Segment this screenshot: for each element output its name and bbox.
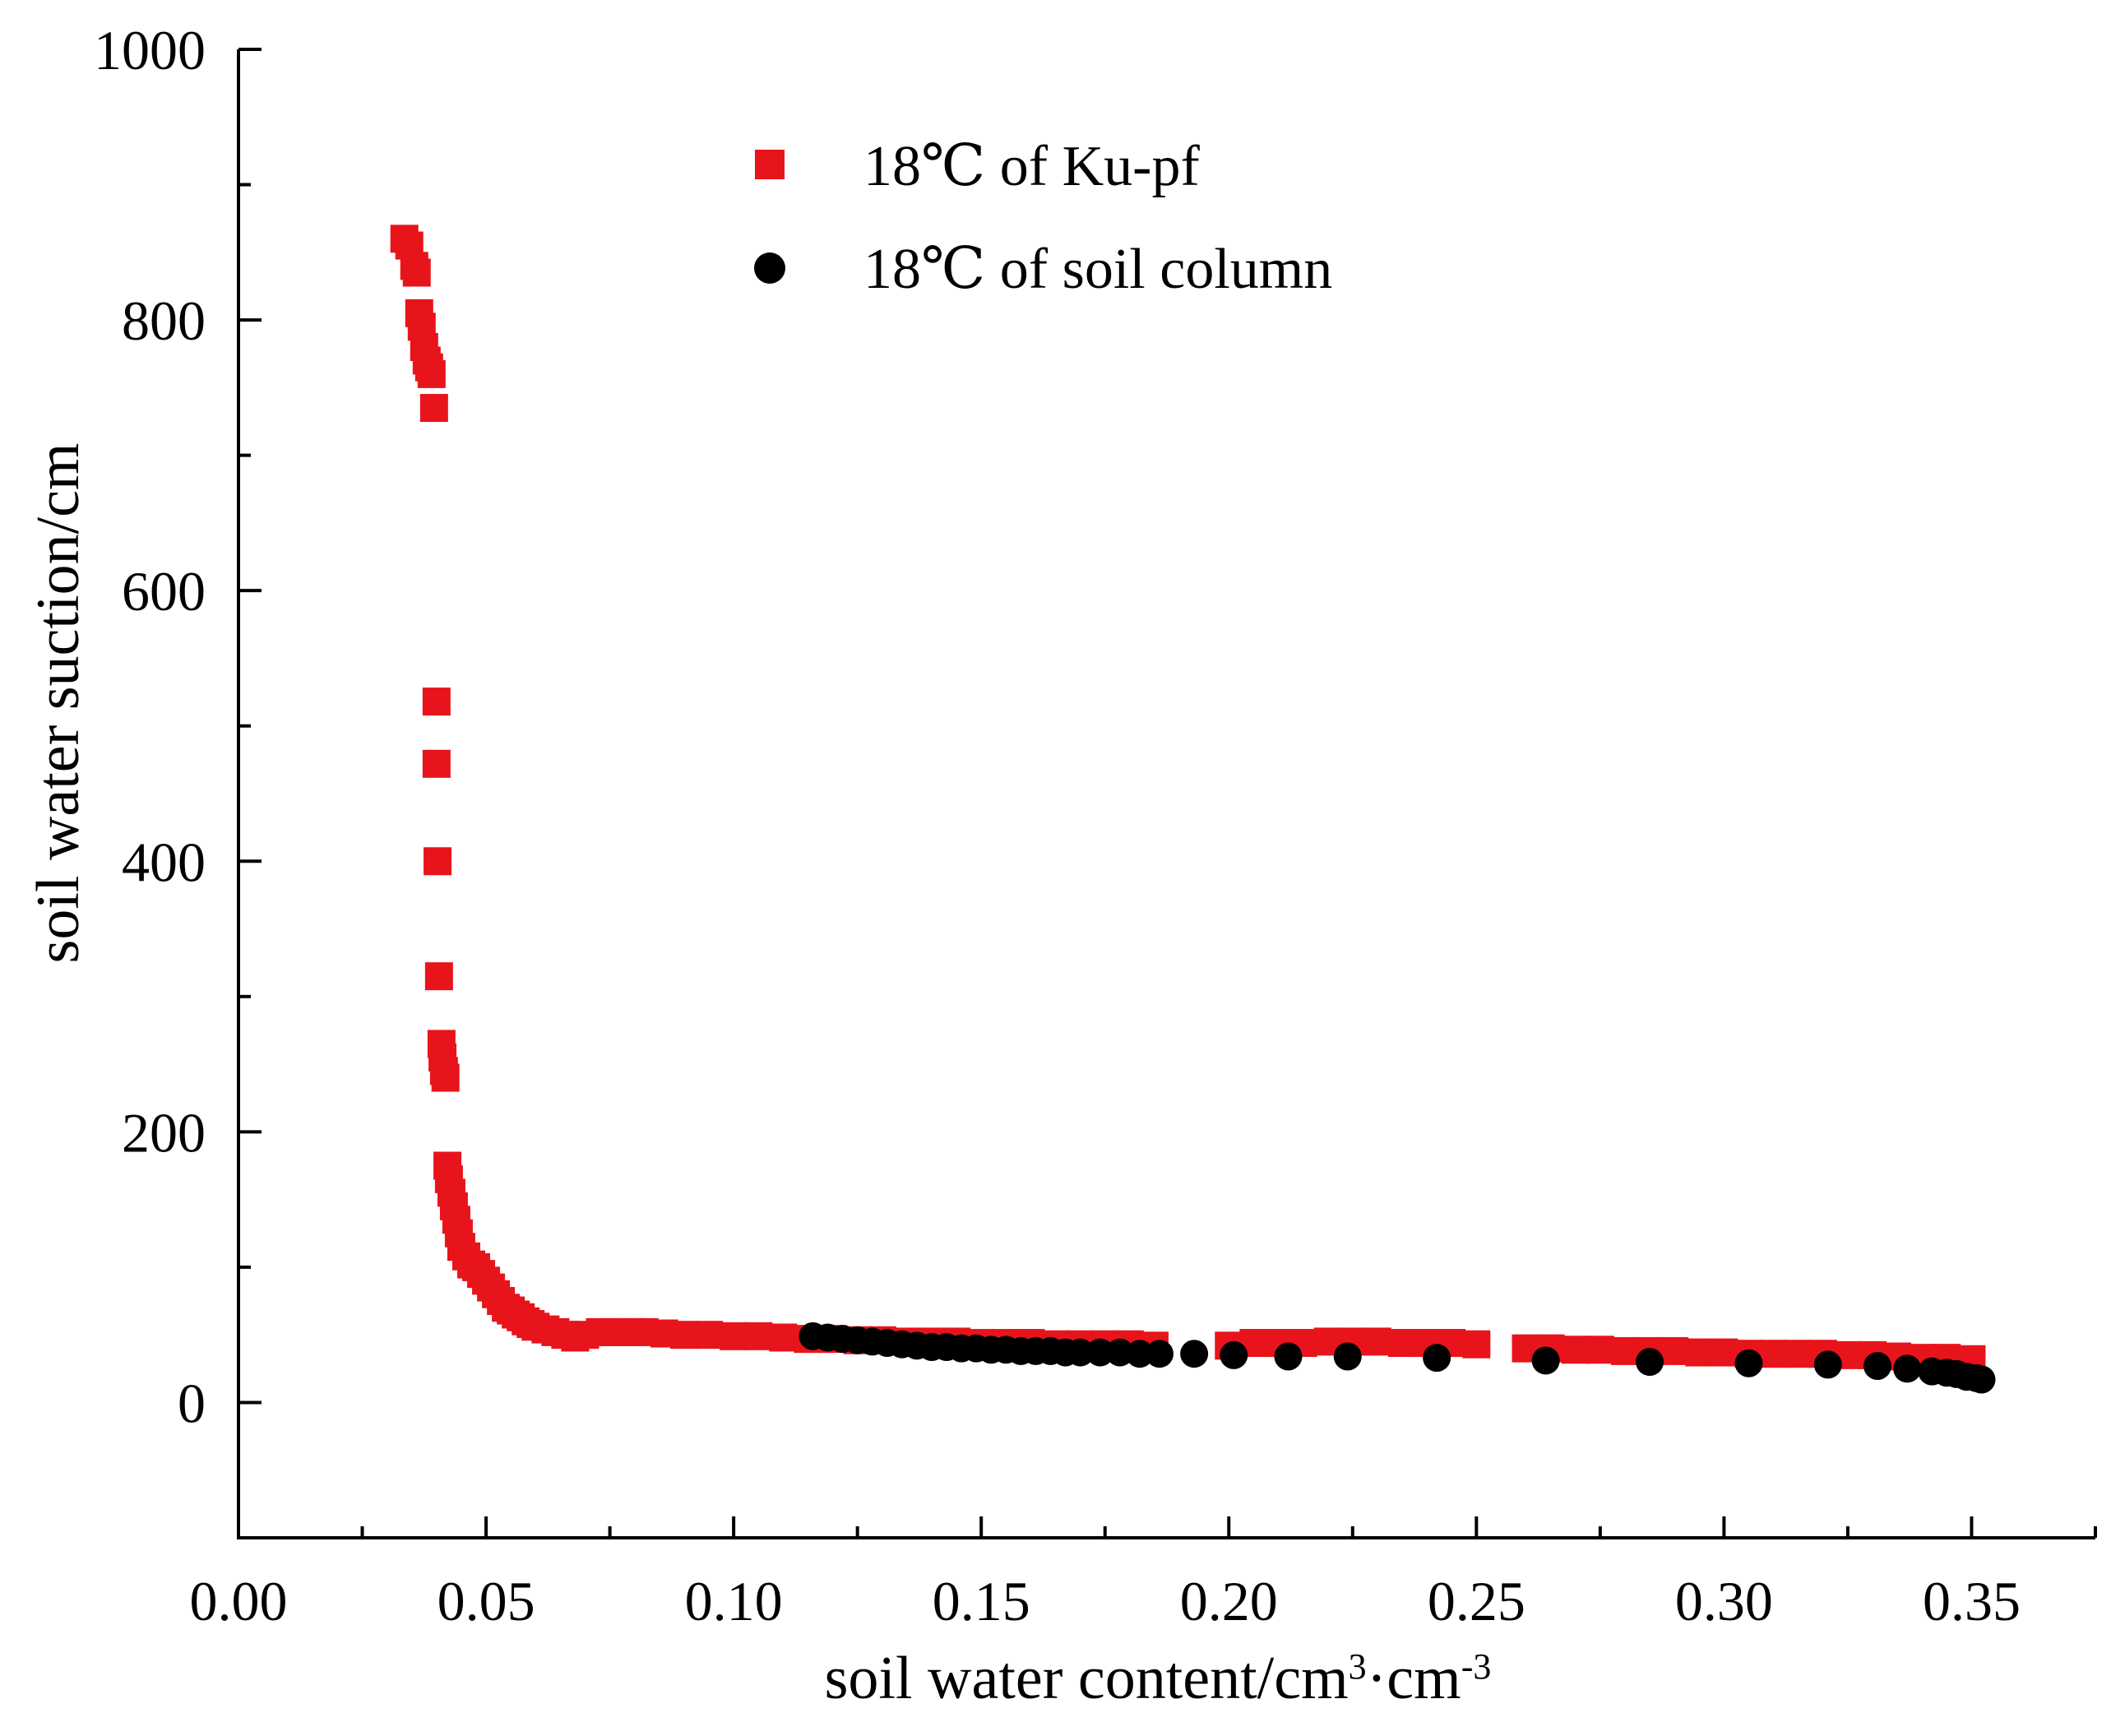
data-point-circle xyxy=(1145,1340,1174,1368)
data-point-circle xyxy=(1125,1340,1154,1368)
legend: 18℃ of Ku-pf 18℃ of soil column xyxy=(754,135,1332,301)
data-point-square xyxy=(1660,1336,1689,1365)
x-tick-label: 0.35 xyxy=(1923,1570,2021,1632)
data-point-circle xyxy=(1863,1352,1892,1381)
data-point-circle xyxy=(1636,1348,1664,1377)
x-tick-label: 0.30 xyxy=(1675,1570,1773,1632)
x-tick-label: 0.00 xyxy=(190,1570,288,1632)
data-point-circle xyxy=(1531,1346,1560,1375)
data-point-square xyxy=(744,1322,773,1350)
x-tick-label: 0.05 xyxy=(437,1570,535,1632)
y-tick-label: 0 xyxy=(178,1372,206,1434)
y-tick-label: 800 xyxy=(122,289,206,352)
data-point-square xyxy=(669,1321,698,1349)
data-points xyxy=(390,225,1996,1394)
data-point-square xyxy=(1784,1340,1812,1368)
plot-frame xyxy=(237,49,2095,1539)
series-ku-pf xyxy=(390,225,1986,1373)
data-point-square xyxy=(769,1323,798,1352)
data-point-square xyxy=(1462,1330,1491,1359)
data-point-square xyxy=(424,962,453,991)
data-point-square xyxy=(1610,1336,1639,1365)
data-point-square xyxy=(422,749,451,778)
data-point-circle xyxy=(1274,1342,1303,1371)
legend-label-ku-pf: 18℃ of Ku-pf xyxy=(863,135,1200,198)
data-point-square xyxy=(1586,1336,1614,1364)
legend-marker-ku-pf xyxy=(755,150,785,179)
data-point-square xyxy=(1363,1327,1391,1356)
y-tick-label: 400 xyxy=(122,831,206,893)
x-tick-label: 0.15 xyxy=(933,1570,1030,1632)
x-axis-title-sup1: 3 xyxy=(1349,1646,1367,1687)
data-point-square xyxy=(419,394,448,423)
legend-label-soil-column: 18℃ of soil column xyxy=(863,238,1332,301)
data-point-circle xyxy=(1180,1340,1209,1368)
data-point-circle xyxy=(1220,1340,1248,1369)
y-tick-label: 200 xyxy=(122,1101,206,1164)
data-point-square xyxy=(422,687,451,716)
y-tick-label: 600 xyxy=(122,560,206,623)
x-tick-label: 0.25 xyxy=(1428,1570,1525,1632)
data-point-square xyxy=(1685,1338,1714,1367)
x-axis-title-mid: ·cm xyxy=(1367,1645,1461,1712)
series-soil-column xyxy=(799,1322,1996,1394)
data-point-circle xyxy=(1086,1338,1114,1367)
data-point-circle xyxy=(1105,1338,1134,1367)
data-point-circle xyxy=(1813,1350,1842,1379)
x-axis-title: soil water content/cm3·cm-3 xyxy=(825,1645,1492,1712)
data-point-square xyxy=(1759,1340,1788,1368)
x-axis-title-main: soil water content/cm xyxy=(825,1645,1349,1712)
y-tick-label: 1000 xyxy=(94,19,206,81)
data-point-square xyxy=(417,359,446,388)
x-tick-label: 0.10 xyxy=(685,1570,783,1632)
data-point-square xyxy=(1710,1338,1738,1367)
data-point-circle xyxy=(1967,1365,1996,1394)
x-tick-label: 0.20 xyxy=(1180,1570,1278,1632)
data-point-circle xyxy=(1423,1344,1451,1373)
data-point-circle xyxy=(1333,1342,1362,1371)
data-point-square xyxy=(1388,1329,1417,1358)
data-point-square xyxy=(695,1321,724,1349)
data-point-circle xyxy=(1066,1338,1095,1367)
y-axis-ticks: 0 200 400 600 800 1000 xyxy=(94,19,262,1539)
x-axis-title-sup2: -3 xyxy=(1461,1646,1492,1687)
data-point-square xyxy=(720,1322,748,1350)
data-point-circle xyxy=(1893,1354,1922,1383)
legend-marker-soil-column xyxy=(754,252,785,284)
data-point-square xyxy=(431,1063,460,1092)
y-axis-title: soil water suction/cm xyxy=(25,443,92,964)
data-point-circle xyxy=(1734,1349,1763,1377)
data-point-square xyxy=(402,258,431,287)
data-point-square xyxy=(1561,1336,1590,1364)
x-axis-ticks: 0.00 0.05 0.10 0.15 0.20 0.25 0.30 0.35 xyxy=(190,1516,2097,1632)
data-point-square xyxy=(424,847,452,876)
